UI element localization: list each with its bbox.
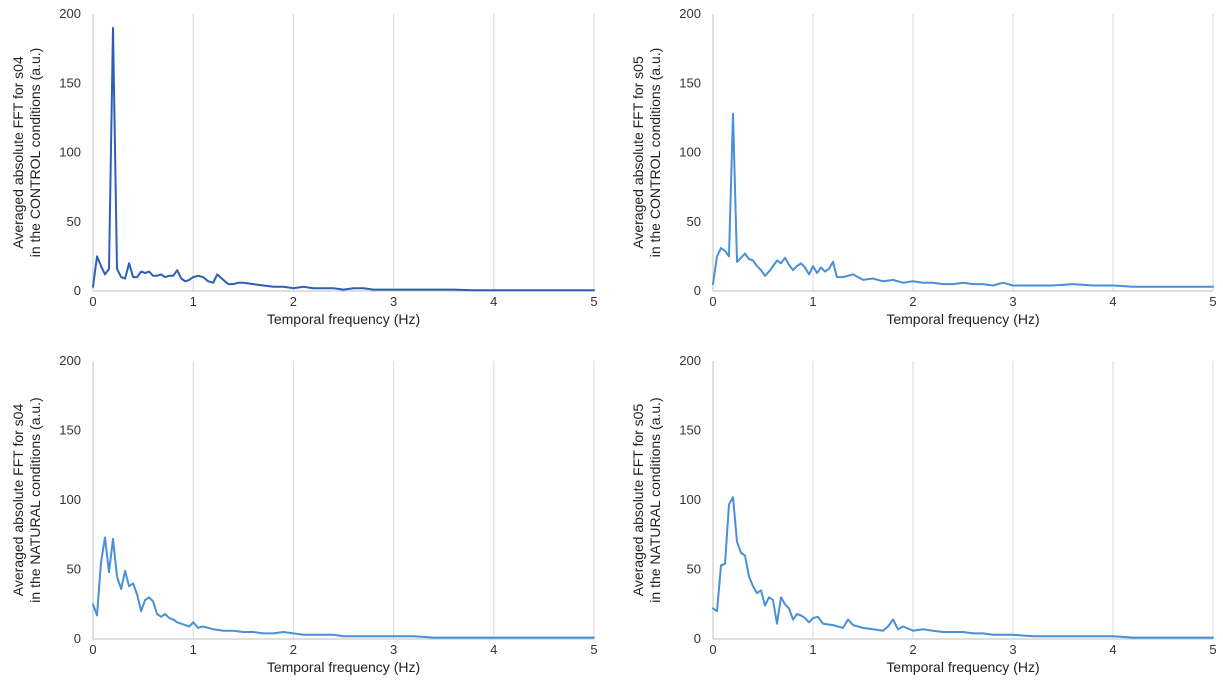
y-tick-label: 50 — [687, 214, 701, 229]
y-axis-label-line: in the NATURAL conditions (a.u.) — [27, 397, 43, 602]
x-tick-label: 5 — [590, 642, 597, 657]
y-tick-label: 0 — [694, 283, 701, 298]
x-tick-label: 3 — [390, 294, 397, 309]
y-tick-label: 200 — [59, 353, 81, 368]
y-axis-label: Averaged absolute FFT for s04in the NATU… — [10, 397, 43, 602]
x-tick-label: 2 — [909, 294, 916, 309]
series-line-1 — [92, 536, 595, 639]
y-tick-label: 150 — [59, 423, 81, 438]
x-tick-label: 3 — [1009, 294, 1016, 309]
y-tick-label: 200 — [679, 6, 701, 21]
x-tick-label: 5 — [1209, 642, 1216, 657]
y-axis-label: Averaged absolute FFT for s05in the CONT… — [630, 48, 663, 258]
y-axis-label-line: in the CONTROL conditions (a.u.) — [27, 48, 43, 258]
y-tick-label: 0 — [74, 283, 81, 298]
x-axis-label: Temporal frequency (Hz) — [886, 659, 1039, 675]
y-tick-label: 50 — [67, 214, 81, 229]
x-axis-label: Temporal frequency (Hz) — [267, 311, 420, 327]
x-tick-label: 2 — [290, 294, 297, 309]
x-tick-label: 4 — [490, 294, 497, 309]
y-tick-label: 50 — [67, 562, 81, 577]
y-tick-label: 100 — [679, 145, 701, 160]
series-line-1 — [92, 26, 595, 292]
x-tick-label: 1 — [190, 294, 197, 309]
x-tick-label: 2 — [290, 642, 297, 657]
y-tick-label: 200 — [59, 6, 81, 21]
series-line-1 — [712, 496, 1214, 639]
y-axis-label-line: Averaged absolute FFT for s05 — [630, 404, 646, 597]
x-tick-label: 3 — [390, 642, 397, 657]
y-tick-label: 100 — [59, 145, 81, 160]
y-tick-label: 0 — [694, 631, 701, 646]
y-axis-label-line: in the CONTROL conditions (a.u.) — [647, 48, 663, 258]
x-tick-label: 1 — [809, 642, 816, 657]
x-tick-label: 0 — [89, 642, 96, 657]
y-tick-label: 50 — [687, 562, 701, 577]
y-axis-label: Averaged absolute FFT for s04in the CONT… — [10, 48, 43, 258]
x-tick-label: 0 — [89, 294, 96, 309]
x-tick-label: 3 — [1009, 642, 1016, 657]
x-tick-label: 1 — [809, 294, 816, 309]
y-axis-label: Averaged absolute FFT for s05in the NATU… — [630, 397, 663, 602]
y-axis-label-line: Averaged absolute FFT for s04 — [10, 56, 26, 249]
y-axis-label-line: Averaged absolute FFT for s05 — [630, 56, 646, 249]
x-tick-label: 5 — [590, 294, 597, 309]
x-tick-label: 2 — [909, 642, 916, 657]
x-tick-label: 4 — [490, 642, 497, 657]
y-tick-label: 100 — [679, 492, 701, 507]
x-axis-label: Temporal frequency (Hz) — [886, 311, 1039, 327]
y-tick-label: 150 — [679, 75, 701, 90]
x-axis-label: Temporal frequency (Hz) — [267, 659, 420, 675]
y-tick-label: 0 — [74, 631, 81, 646]
x-tick-label: 0 — [709, 294, 716, 309]
x-tick-label: 4 — [1109, 294, 1116, 309]
y-tick-label: 200 — [679, 353, 701, 368]
x-tick-label: 4 — [1109, 642, 1116, 657]
series-line-1 — [712, 112, 1214, 288]
y-tick-label: 100 — [59, 492, 81, 507]
x-tick-label: 1 — [190, 642, 197, 657]
y-axis-label-line: in the NATURAL conditions (a.u.) — [647, 397, 663, 602]
x-tick-label: 0 — [709, 642, 716, 657]
y-tick-label: 150 — [59, 75, 81, 90]
y-axis-label-line: Averaged absolute FFT for s04 — [10, 404, 26, 597]
x-tick-label: 5 — [1209, 294, 1216, 309]
y-tick-label: 150 — [679, 423, 701, 438]
